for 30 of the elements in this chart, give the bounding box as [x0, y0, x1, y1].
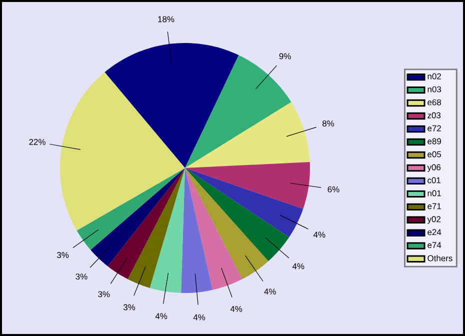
data-label: 4%: [264, 288, 276, 295]
legend-label: y06: [427, 164, 441, 172]
legend-label: e72: [428, 125, 441, 132]
data-label: 3%: [76, 274, 88, 280]
legend-label: z03: [428, 112, 441, 118]
legend-label: e24: [428, 229, 442, 236]
data-label: 3%: [98, 291, 110, 298]
data-label: 4%: [193, 314, 206, 320]
legend-label: e71: [428, 203, 441, 210]
legend-label: e74: [428, 242, 442, 248]
legend-label: c01: [428, 177, 440, 184]
data-label: 6%: [328, 186, 340, 192]
legend-label: n02: [428, 73, 441, 80]
data-label: 4%: [292, 263, 304, 270]
legend-label: e05: [428, 151, 442, 158]
legend-label: y02: [427, 216, 440, 224]
data-label: 4%: [230, 306, 242, 312]
legend-label: n01: [428, 190, 441, 196]
legend-label: e68: [428, 99, 442, 106]
legend-label: e89: [428, 138, 441, 144]
data-label: 4%: [313, 232, 326, 238]
data-label: 9%: [279, 53, 291, 60]
legend-label: n03: [428, 86, 442, 92]
data-label: 8%: [322, 120, 334, 126]
legend-label: Others: [428, 255, 452, 262]
data-label: 3%: [57, 252, 69, 258]
data-label: 22%: [29, 138, 46, 145]
data-label: 4%: [155, 313, 168, 320]
data-label: 18%: [158, 16, 174, 22]
data-label: 3%: [123, 304, 136, 310]
